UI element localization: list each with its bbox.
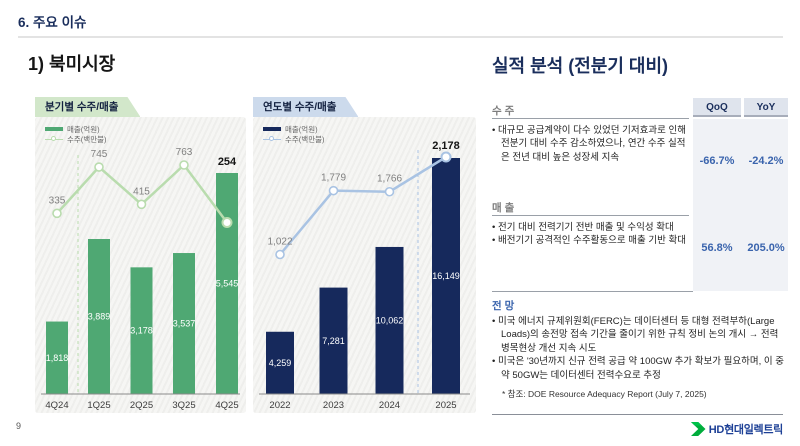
x-axis-label: 2023 [323,400,344,411]
bar-value-label: 5,545 [216,279,239,289]
bar-3Q25 [173,253,195,394]
x-axis-label: 3Q25 [172,400,195,411]
yearly-orders-sales-chart: 4,259 7,281 10,062 16,149 2022 2023 2024 2025 1,… [259,140,470,411]
bar-value-label: 3,178 [130,326,153,336]
bar-2025 [432,158,460,394]
line-value-label: 745 [91,149,108,160]
line-value-label: 1,022 [267,237,292,248]
qoq-column-header: QoQ [693,98,741,117]
line-value-label: 415 [133,186,150,197]
bullet-item: 전기 대비 전력기기 전반 매출 및 수익성 확대 [492,221,693,234]
line-value-label: 1,779 [321,173,346,184]
line-value-label: 254 [218,156,237,168]
bar-4Q25 [216,173,238,394]
quarterly-chart-panel: 1,818 3,889 3,178 3,537 5,545 4Q24 1Q25 2Q25 3Q2… [35,117,246,413]
bullet-item: 배전기기 공격적인 수주활동으로 매출 기반 확대 [492,234,693,247]
line-marker [52,208,62,219]
line-swatch-icon [45,136,63,143]
bar-swatch-icon [45,127,63,131]
line-value-label: 335 [49,195,66,206]
legend-item-orders: 수주(백만불) [45,134,107,144]
logo-text: HD현대일렉트릭 [708,424,784,436]
line-value-label: 763 [176,147,193,158]
legend-label: 수주(백만불) [67,134,107,144]
legend-quarterly: 매출(억원) 수주(백만불) [45,124,107,144]
performance-analysis-panel: 실적 분석 (전분기 대비) QoQ YoY 수 주 대규모 공급계약이 다수 … [488,52,788,442]
bar-1Q25 [88,239,110,394]
x-axis-label: 4Q25 [215,400,238,411]
bar-swatch-icon [263,127,281,131]
legend-label: 매출(억원) [67,124,100,134]
orders-section-label: 수 주 [492,105,515,117]
line-marker [440,151,452,163]
company-logo: HD현대일렉트릭 [690,421,784,437]
outlook-footnote: * 참조: DOE Resource Adequacy Report (July… [502,389,707,399]
line-value-label: 1,766 [377,174,402,185]
value-columns-background [693,119,788,291]
bar-2022 [266,331,294,394]
section-title: 1) 북미시장 [28,54,116,74]
x-axis-label: 2025 [435,400,456,411]
yearly-chart-panel: 4,259 7,281 10,062 16,149 2022 2023 2024 2025 1,… [253,117,476,413]
tab-quarterly-chart: 분기별 수주/매출 [35,97,140,117]
legend-item-sales: 매출(억원) [45,124,107,134]
sales-qoq-value: 56.8% [701,242,733,254]
orders-bullets: 대규모 공급계약이 다수 있었던 기저효과로 인해 전분기 대비 수주 감소하였… [492,124,693,164]
bullet-item: 미국은 '30년까지 신규 전력 공급 약 100GW 추가 확보가 필요하며,… [492,355,788,382]
sales-section-rule [492,215,689,216]
footer-divider [492,414,783,415]
header-divider [18,36,783,38]
bar-4Q24 [46,321,68,394]
line-marker [136,199,147,210]
line-marker [94,162,104,172]
legend-label: 매출(억원) [285,124,318,134]
hd-hyundai-arrow-icon [690,422,706,436]
bar-value-label: 3,889 [88,312,111,322]
orders-yoy-value: -24.2% [748,155,784,167]
bar-value-label: 1,818 [46,353,69,363]
legend-yearly: 매출(억원) 수주(백만불) [263,124,325,144]
bar-value-label: 7,281 [322,336,345,346]
orders-line [279,155,447,256]
bar-value-label: 10,062 [376,315,404,325]
bullet-item: 미국 에너지 규제위원회(FERC)는 데이터센터 등 대형 전력부하(Larg… [492,315,788,355]
sales-bullets: 전기 대비 전력기기 전반 매출 및 수익성 확대배전기기 공격적인 수주활동으… [492,221,693,248]
outlook-bullets: 미국 에너지 규제위원회(FERC)는 데이터센터 등 대형 전력부하(Larg… [492,315,788,382]
x-axis-label: 4Q24 [45,400,68,411]
bar-value-label: 3,537 [173,319,196,329]
yoy-column-header: YoY [744,98,788,117]
line-value-label: 2,178 [432,140,460,152]
page-number: 9 [16,421,22,431]
quarterly-orders-sales-chart: 1,818 3,889 3,178 3,537 5,545 4Q24 1Q25 2Q25 3Q2… [41,147,240,411]
x-axis-label: 2022 [269,400,290,411]
orders-section-rule [492,118,689,119]
line-marker [179,160,189,170]
legend-item-sales: 매출(억원) [263,124,325,134]
line-marker [384,186,395,197]
legend-item-orders: 수주(백만불) [263,134,325,144]
analysis-title: 실적 분석 (전분기 대비) [492,56,669,76]
line-marker [328,185,339,196]
orders-qoq-value: -66.7% [699,155,735,167]
bullet-item: 대규모 공급계약이 다수 있었던 기저효과로 인해 전분기 대비 수주 감소하였… [492,124,693,164]
bar-value-label: 4,259 [269,358,292,368]
legend-label: 수주(백만불) [285,134,325,144]
outlook-section-label: 전 망 [492,300,515,312]
line-swatch-icon [263,136,281,143]
outlook-top-rule [492,291,693,292]
line-marker [221,217,233,228]
bar-value-label: 16,149 [432,271,460,281]
x-axis-label: 2Q25 [130,400,153,411]
tab-yearly-chart: 연도별 수주/매출 [253,97,358,117]
line-marker [275,249,285,260]
bar-2024 [375,246,404,394]
bar-2Q25 [130,267,153,394]
sales-section-label: 매 출 [492,202,515,214]
x-axis-label: 2024 [379,400,400,411]
page-title: 6. 주요 이슈 [18,15,87,30]
bar-2023 [319,287,348,394]
x-axis-label: 1Q25 [87,400,110,411]
sales-yoy-value: 205.0% [747,242,785,254]
